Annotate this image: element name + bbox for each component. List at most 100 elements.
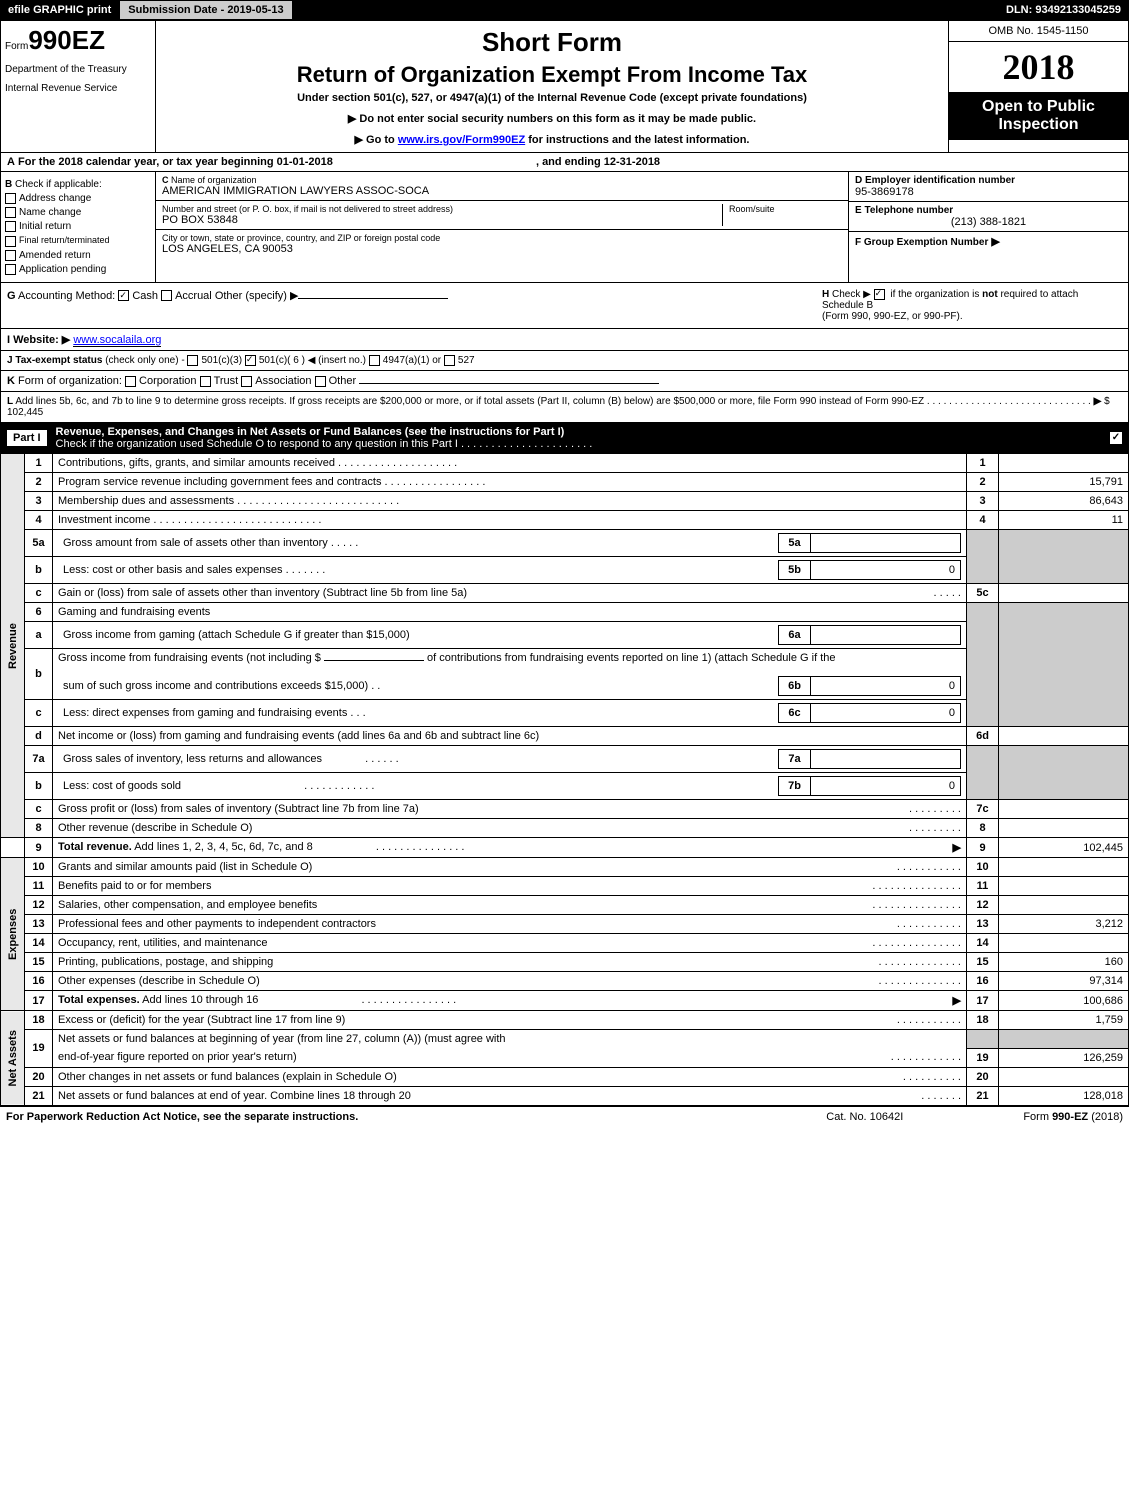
h-label: H bbox=[822, 289, 829, 300]
line-11: 11 Benefits paid to or for members . . .… bbox=[1, 877, 1129, 896]
line-6b-3: sum of such gross income and contributio… bbox=[1, 673, 1129, 700]
part1-label: Part I bbox=[6, 429, 48, 447]
h-text1: Check ▶ bbox=[832, 289, 871, 300]
check-final: Final return/terminated bbox=[5, 235, 151, 246]
under-section: Under section 501(c), 527, or 4947(a)(1)… bbox=[162, 92, 942, 104]
part1-check-dots: . . . . . . . . . . . . . . . . . . . . … bbox=[461, 438, 592, 450]
checkbox-cash[interactable] bbox=[118, 290, 129, 301]
efile-label: efile GRAPHIC print bbox=[0, 1, 119, 19]
section-e: E Telephone number (213) 388-1821 bbox=[849, 202, 1128, 232]
g-accrual: Accrual bbox=[175, 290, 212, 302]
checkbox-h[interactable] bbox=[874, 289, 885, 300]
checkbox-accrual[interactable] bbox=[161, 290, 172, 301]
footer-right: Form 990-EZ (2018) bbox=[1023, 1111, 1123, 1123]
line-5a: 5a Gross amount from sale of assets othe… bbox=[1, 530, 1129, 557]
line-10: Expenses 10 Grants and similar amounts p… bbox=[1, 858, 1129, 877]
expenses-label: Expenses bbox=[1, 858, 25, 1011]
label-a: A bbox=[7, 156, 15, 168]
line-8: 8 Other revenue (describe in Schedule O)… bbox=[1, 819, 1129, 838]
l-text1: Add lines 5b, 6c, and 7b to line 9 to de… bbox=[15, 396, 924, 407]
g-other-input[interactable] bbox=[298, 298, 448, 299]
row-a: A For the 2018 calendar year, or tax yea… bbox=[0, 153, 1129, 172]
checkbox-501c[interactable] bbox=[245, 355, 256, 366]
f-label: F Group Exemption Number bbox=[855, 237, 988, 248]
line-6: 6 Gaming and fundraising events bbox=[1, 603, 1129, 622]
top-bar: efile GRAPHIC print Submission Date - 20… bbox=[0, 0, 1129, 20]
section-b: B Check if applicable: Address change Na… bbox=[1, 172, 156, 282]
l-label: L bbox=[7, 396, 13, 407]
lines-table: Revenue 1 Contributions, gifts, grants, … bbox=[0, 453, 1129, 1106]
line-15: 15 Printing, publications, postage, and … bbox=[1, 953, 1129, 972]
irs-link[interactable]: www.irs.gov/Form990EZ bbox=[398, 134, 525, 146]
footer-left: For Paperwork Reduction Act Notice, see … bbox=[6, 1111, 826, 1123]
line-12: 12 Salaries, other compensation, and emp… bbox=[1, 896, 1129, 915]
gh-section: G Accounting Method: Cash Accrual Other … bbox=[0, 283, 1129, 329]
header-right: OMB No. 1545-1150 2018 Open to Public In… bbox=[948, 21, 1128, 152]
section-g: G Accounting Method: Cash Accrual Other … bbox=[7, 289, 822, 322]
room-block: Room/suite bbox=[722, 204, 842, 226]
checkbox-corp[interactable] bbox=[125, 376, 136, 387]
row-a-text2: , and ending 12-31-2018 bbox=[536, 156, 660, 168]
checkbox-trust[interactable] bbox=[200, 376, 211, 387]
address-row: Number and street (or P. O. box, if mail… bbox=[156, 201, 848, 230]
b-header: B Check if applicable: bbox=[5, 179, 151, 190]
note-website: ▶ Go to www.irs.gov/Form990EZ for instru… bbox=[162, 133, 942, 146]
l-dots: . . . . . . . . . . . . . . . . . . . . … bbox=[927, 396, 1091, 407]
dln: DLN: 93492133045259 bbox=[998, 1, 1129, 19]
form-header: Form990EZ Department of the Treasury Int… bbox=[0, 20, 1129, 153]
section-f: F Group Exemption Number ▶ bbox=[849, 232, 1128, 251]
line-14: 14 Occupancy, rent, utilities, and maint… bbox=[1, 934, 1129, 953]
checkbox-name[interactable] bbox=[5, 207, 16, 218]
h-text4: (Form 990, 990-EZ, or 990-PF). bbox=[822, 311, 1122, 322]
checkbox-assoc[interactable] bbox=[241, 376, 252, 387]
checkbox-initial[interactable] bbox=[5, 221, 16, 232]
note-ssn: ▶ Do not enter social security numbers o… bbox=[162, 112, 942, 125]
website-label: I Website: ▶ bbox=[7, 334, 70, 346]
form-title: Short Form bbox=[162, 27, 942, 58]
header-center: Short Form Return of Organization Exempt… bbox=[156, 21, 948, 152]
checkbox-pending[interactable] bbox=[5, 264, 16, 275]
line-9: 9 Total revenue. Add lines 1, 2, 3, 4, 5… bbox=[1, 838, 1129, 858]
b-text: Check if applicable: bbox=[15, 179, 102, 190]
addr-value: PO BOX 53848 bbox=[162, 214, 722, 226]
checkbox-other[interactable] bbox=[315, 376, 326, 387]
checkbox-amended[interactable] bbox=[5, 250, 16, 261]
city-value: LOS ANGELES, CA 90053 bbox=[162, 243, 842, 255]
line-2: 2 Program service revenue including gove… bbox=[1, 473, 1129, 492]
line-5b: b Less: cost or other basis and sales ex… bbox=[1, 557, 1129, 584]
netassets-label: Net Assets bbox=[1, 1011, 25, 1106]
irs-label: Internal Revenue Service bbox=[5, 83, 151, 94]
line-20: 20 Other changes in net assets or fund b… bbox=[1, 1067, 1129, 1086]
part1-header: Part I Revenue, Expenses, and Changes in… bbox=[0, 423, 1129, 453]
line-13: 13 Professional fees and other payments … bbox=[1, 915, 1129, 934]
k-other-input[interactable] bbox=[359, 383, 659, 384]
form-prefix: Form bbox=[5, 41, 28, 52]
form-subtitle: Return of Organization Exempt From Incom… bbox=[162, 62, 942, 88]
form-number: 990EZ bbox=[28, 25, 105, 55]
line-6c: c Less: direct expenses from gaming and … bbox=[1, 700, 1129, 727]
line-19-2: end-of-year figure reported on prior yea… bbox=[1, 1048, 1129, 1067]
department-label: Department of the Treasury bbox=[5, 64, 151, 75]
h-text2: if the organization is bbox=[890, 289, 982, 300]
l-row: L Add lines 5b, 6c, and 7b to line 9 to … bbox=[0, 392, 1129, 423]
checkbox-address[interactable] bbox=[5, 193, 16, 204]
checkbox-501c3[interactable] bbox=[187, 355, 198, 366]
part1-checkbox[interactable]: ✓ bbox=[1109, 431, 1123, 445]
fundraising-input[interactable] bbox=[324, 660, 424, 661]
submission-date: Submission Date - 2019-05-13 bbox=[119, 0, 292, 20]
check-name: Name change bbox=[5, 207, 151, 218]
checkbox-4947[interactable] bbox=[369, 355, 380, 366]
j-text: (check only one) - bbox=[105, 355, 184, 366]
line-17: 17 Total expenses. Add lines 10 through … bbox=[1, 991, 1129, 1011]
checkbox-527[interactable] bbox=[444, 355, 455, 366]
addr-label: Number and street (or P. O. box, if mail… bbox=[162, 204, 722, 214]
website-value[interactable]: www.socalaila.org bbox=[73, 334, 161, 347]
d-label: D Employer identification number bbox=[855, 175, 1122, 186]
checkbox-final[interactable] bbox=[5, 236, 16, 247]
omb-number: OMB No. 1545-1150 bbox=[949, 21, 1128, 42]
line-1: Revenue 1 Contributions, gifts, grants, … bbox=[1, 454, 1129, 473]
line-4: 4 Investment income . . . . . . . . . . … bbox=[1, 511, 1129, 530]
part1-title: Revenue, Expenses, and Changes in Net As… bbox=[56, 426, 593, 450]
row-a-text1: For the 2018 calendar year, or tax year … bbox=[18, 156, 333, 168]
f-arrow: ▶ bbox=[991, 236, 999, 248]
